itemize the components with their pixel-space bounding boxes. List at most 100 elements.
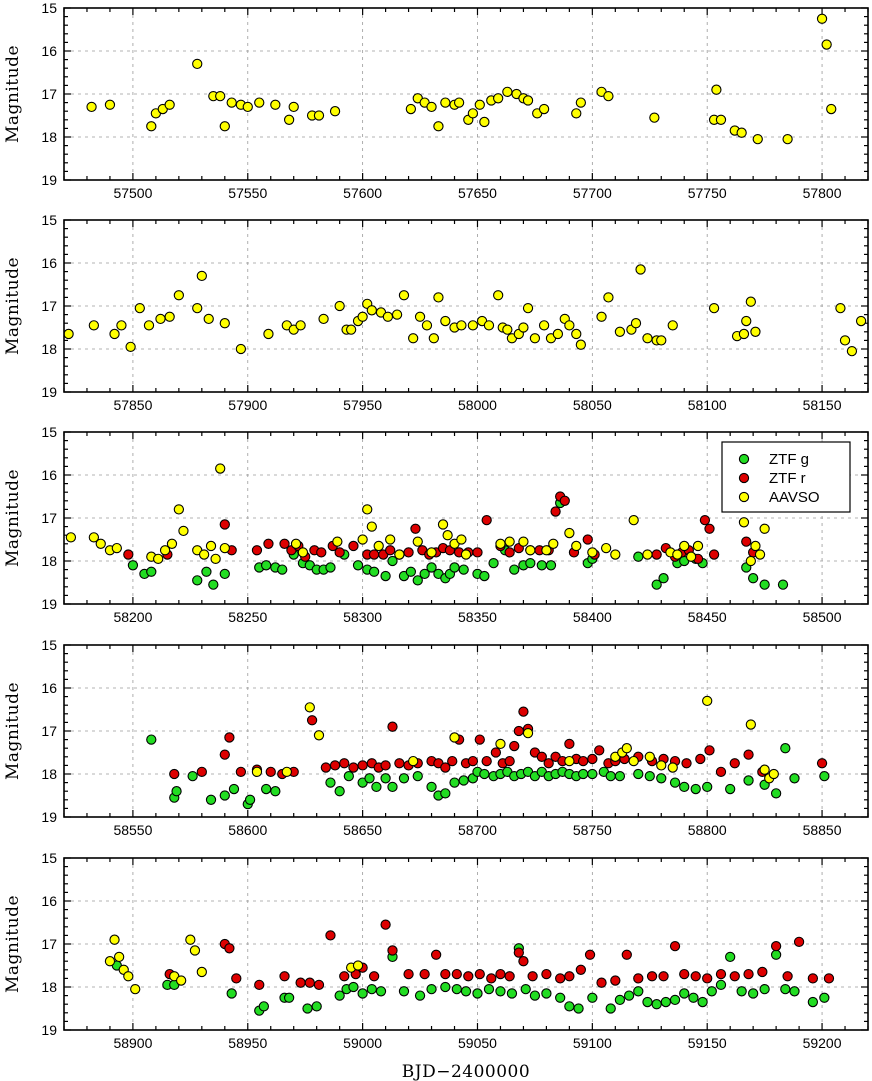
data-point-ztf_g	[205, 794, 217, 805]
data-point-aavso	[456, 320, 467, 331]
data-point-aavso	[104, 956, 116, 967]
data-point-aavso	[614, 326, 626, 337]
y-tick-label: 19	[41, 172, 57, 188]
series-aavso	[104, 934, 364, 995]
data-point-ztf_g	[651, 999, 662, 1010]
data-point-ztf_g	[623, 990, 635, 1001]
data-point-ztf_r	[564, 738, 575, 750]
y-tick-label: 16	[41, 43, 57, 59]
data-point-aavso	[442, 530, 453, 541]
data-point-ztf_r	[559, 495, 570, 506]
data-point-aavso	[738, 517, 750, 528]
data-points	[146, 695, 830, 810]
x-tick-label: 58150	[803, 397, 842, 413]
data-point-ztf_g	[780, 984, 791, 995]
x-tick-label: 58550	[113, 822, 152, 838]
data-point-aavso	[750, 326, 761, 337]
data-point-ztf_g	[451, 984, 462, 995]
data-point-ztf_r	[440, 968, 451, 980]
data-point-ztf_g	[743, 775, 754, 786]
x-tick-label: 57750	[688, 185, 727, 201]
data-point-ztf_g	[759, 984, 770, 995]
data-point-ztf_g	[725, 951, 736, 963]
data-point-ztf_r	[320, 762, 332, 773]
data-point-ztf_r	[504, 971, 515, 982]
data-point-ztf_r	[403, 968, 414, 980]
data-point-ztf_g	[736, 986, 747, 997]
data-point-aavso	[111, 542, 122, 554]
data-point-ztf_g	[706, 986, 717, 997]
data-point-aavso	[467, 108, 479, 119]
data-point-ztf_r	[295, 977, 306, 988]
plot-frame	[63, 644, 869, 818]
data-point-ztf_g	[483, 984, 495, 995]
data-point-aavso	[86, 101, 97, 113]
data-point-ztf_r	[325, 930, 336, 941]
data-point-aavso	[759, 523, 770, 534]
data-point-ztf_g	[614, 994, 626, 1006]
data-point-ztf_r	[793, 936, 805, 947]
data-point-aavso	[596, 311, 607, 322]
data-point-aavso	[412, 536, 423, 547]
data-point-ztf_g	[208, 579, 219, 590]
data-point-ztf_r	[651, 549, 662, 560]
data-point-ztf_g	[605, 771, 616, 782]
data-point-ztf_r	[387, 945, 398, 956]
data-point-aavso	[109, 328, 120, 340]
data-point-ztf_r	[368, 971, 380, 982]
data-point-aavso	[219, 542, 230, 554]
x-tick-label: 58100	[688, 397, 727, 413]
data-point-aavso	[467, 320, 479, 331]
y-axis-label: Magnitude	[3, 45, 23, 143]
data-point-aavso	[394, 549, 405, 560]
data-point-aavso	[263, 328, 274, 340]
data-point-aavso	[313, 730, 325, 741]
data-point-ztf_g	[412, 771, 423, 782]
data-point-aavso	[529, 333, 541, 344]
data-point-aavso	[855, 315, 867, 327]
data-point-ztf_g	[226, 988, 237, 999]
data-point-ztf_g	[669, 777, 681, 788]
data-point-aavso	[692, 540, 704, 552]
x-tick-label: 58700	[458, 822, 497, 838]
data-point-ztf_g	[426, 984, 437, 995]
data-point-ztf_g	[651, 579, 662, 590]
data-point-aavso	[821, 39, 832, 50]
data-point-ztf_r	[587, 753, 598, 765]
data-point-ztf_g	[679, 781, 690, 793]
data-point-aavso	[426, 101, 437, 113]
data-points	[65, 463, 789, 590]
data-point-ztf_r	[403, 547, 414, 558]
data-point-ztf_r	[633, 973, 644, 984]
data-point-ztf_g	[311, 1001, 322, 1012]
data-point-aavso	[123, 971, 134, 982]
data-point-ztf_r	[541, 968, 552, 980]
data-point-ztf_g	[564, 1001, 575, 1012]
data-point-ztf_r	[743, 749, 754, 760]
data-point-aavso	[205, 540, 217, 552]
data-point-aavso	[215, 463, 226, 474]
data-point-ztf_r	[757, 966, 768, 978]
data-point-ztf_g	[688, 992, 699, 1003]
data-point-aavso	[440, 315, 451, 327]
data-point-ztf_g	[419, 568, 430, 580]
data-point-aavso	[522, 95, 534, 106]
panel-5: 15 16 17 18 19 58900 58950 59000 59050 59100 59150…	[3, 850, 869, 1081]
data-point-aavso	[391, 309, 403, 320]
data-point-aavso	[173, 504, 185, 515]
x-tick-label: 58450	[688, 609, 727, 625]
data-point-ztf_g	[368, 566, 380, 577]
data-point-ztf_r	[513, 947, 524, 958]
data-point-aavso	[642, 333, 653, 344]
data-point-aavso	[502, 324, 513, 335]
data-point-aavso	[357, 534, 368, 545]
data-point-ztf_r	[708, 549, 720, 560]
data-points	[104, 919, 835, 1016]
data-point-ztf_g	[270, 786, 281, 797]
data-point-ztf_g	[780, 743, 791, 754]
x-tick-label: 57500	[113, 185, 152, 201]
data-point-aavso	[656, 335, 667, 346]
data-point-ztf_r	[699, 515, 711, 526]
data-point-aavso	[738, 328, 750, 340]
data-point-aavso	[493, 290, 504, 301]
